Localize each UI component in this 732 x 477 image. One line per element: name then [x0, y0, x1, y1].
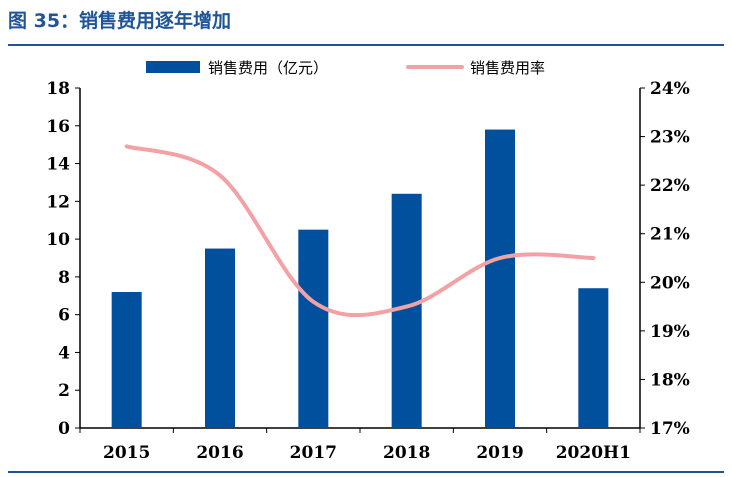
left-y-tick-label: 8 — [58, 268, 70, 288]
left-y-tick-label: 0 — [58, 419, 70, 439]
bar — [298, 229, 329, 428]
legend-swatch-bar — [146, 61, 200, 73]
left-y-tick-label: 14 — [46, 155, 70, 175]
left-y-tick-label: 12 — [46, 192, 70, 212]
left-y-tick-label: 16 — [46, 117, 70, 137]
x-tick-label: 2017 — [290, 443, 337, 463]
x-tick-label: 2016 — [196, 443, 243, 463]
x-tick-label: 2018 — [383, 443, 430, 463]
x-tick-label: 2019 — [476, 443, 523, 463]
x-tick-label: 2020H1 — [556, 443, 631, 463]
left-y-tick-label: 10 — [46, 230, 70, 250]
right-y-tick-label: 19% — [650, 322, 690, 342]
x-tick-label: 2015 — [103, 443, 150, 463]
left-y-tick-label: 6 — [58, 306, 70, 326]
right-y-tick-label: 24% — [650, 79, 690, 99]
left-y-tick-label: 18 — [46, 79, 70, 99]
left-y-tick-label: 2 — [58, 381, 70, 401]
legend-label-line: 销售费用率 — [470, 59, 545, 77]
right-y-tick-label: 21% — [650, 225, 690, 245]
legend-label-bar: 销售费用（亿元） — [208, 59, 328, 77]
series-line — [124, 144, 596, 318]
figure-title: 图 35：销售费用逐年增加 — [8, 10, 232, 32]
right-y-tick-label: 18% — [650, 370, 690, 390]
footer-rule — [8, 471, 724, 473]
title-rule — [8, 44, 724, 46]
right-y-tick-label: 23% — [650, 128, 690, 148]
left-y-tick-label: 4 — [58, 343, 70, 363]
bar — [111, 292, 142, 428]
right-y-tick-label: 17% — [650, 419, 690, 439]
bar — [578, 288, 609, 428]
bar — [485, 129, 515, 429]
right-y-tick-label: 22% — [650, 176, 690, 196]
bar — [205, 248, 235, 428]
right-y-tick-label: 20% — [650, 273, 690, 293]
